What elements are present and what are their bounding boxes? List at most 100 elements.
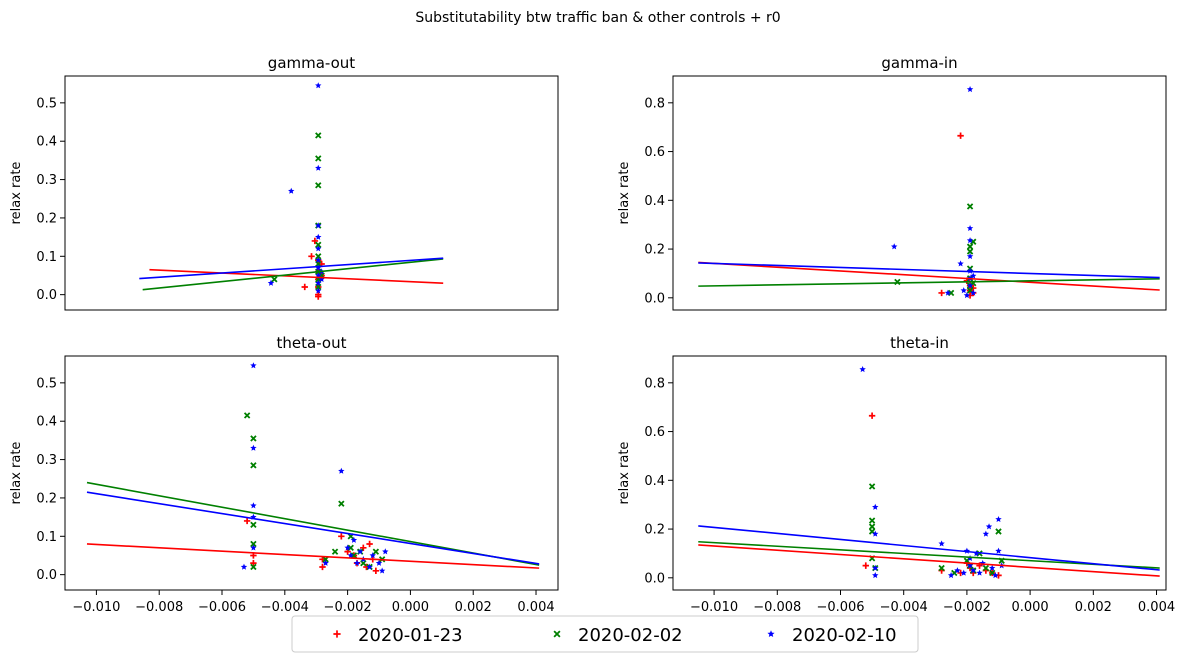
x-tick-label: 0.000 [1011,600,1048,615]
legend-frame [291,615,919,653]
plot-area [673,76,1166,310]
y-tick-label: 0.6 [644,145,665,160]
data-point [315,222,322,229]
legend-label: 2020-02-10 [792,625,897,646]
data-point [985,523,993,530]
data-point [308,253,315,260]
data-point [966,243,974,250]
legend-marker-star-icon [767,630,775,638]
y-tick-label: 0.1 [36,250,57,265]
legend-label: 2020-02-02 [578,625,683,646]
y-tick-label: 0.0 [36,288,57,303]
y-tick-label: 0.6 [644,425,665,440]
data-point [338,533,345,540]
x-tick-label: 0.004 [1138,600,1175,615]
data-point [970,272,977,279]
data-point [250,563,257,571]
fit-line-2020-02-10 [86,491,540,565]
data-point [338,500,345,507]
legend-marker [767,630,775,638]
axes-frame [672,355,1167,591]
data-point [938,540,945,547]
data-point [872,572,879,579]
y-tick-label: 0.4 [36,415,57,430]
series-2020-02-10 [240,362,389,574]
data-point [938,564,945,572]
fit-line-2020-02-10 [698,262,1160,279]
legend-entry-2020-01-23: 2020-01-23 [333,625,463,646]
data-point [982,564,990,572]
data-point [995,515,1002,523]
data-point [250,435,257,442]
y-axis-label: relax rate [9,162,24,225]
fit-line-2020-01-23 [86,543,540,569]
data-point [243,517,251,525]
figure-title: Substitutability btw traffic ban & other… [415,10,780,26]
data-point [963,292,971,299]
data-point [966,562,974,569]
data-point [315,279,322,286]
x-tick-label: −0.002 [324,600,372,615]
axes-frame [64,75,559,311]
data-point [315,132,322,139]
y-tick-label: 0.4 [644,194,665,209]
y-tick-label: 0.2 [644,243,665,258]
data-point [243,412,251,419]
data-point [957,260,964,267]
data-point [301,283,308,291]
legend-marker [333,630,341,638]
fit-line-2020-02-10 [139,257,444,280]
fit-line-2020-02-02 [698,540,1160,569]
data-point [315,256,322,263]
x-tick-label: −0.004 [880,600,928,615]
data-point [988,564,996,571]
data-point [966,282,974,289]
x-tick-label: −0.008 [135,600,183,615]
data-point [344,548,351,555]
axes-frame [672,75,1167,311]
data-point [976,569,983,576]
data-point [960,287,967,294]
x-tick-label: 0.002 [1075,600,1112,615]
data-point [315,241,322,248]
data-point [862,562,869,569]
y-tick-label: 0.2 [644,523,665,538]
data-point [315,233,322,240]
data-point [315,182,322,189]
data-point [995,547,1002,554]
data-point [375,559,383,566]
fit-line-2020-01-23 [149,268,444,284]
legend-marker-plus-icon [333,630,341,638]
data-point [319,563,326,571]
data-point [872,503,879,510]
data-point [970,567,977,574]
data-point [347,552,354,559]
data-point [250,502,257,509]
data-point [891,243,898,250]
y-tick-label: 0.4 [644,474,665,489]
data-point [315,293,322,300]
data-point [318,275,325,283]
data-point [250,544,257,551]
axes-frame [64,355,559,591]
data-point [947,572,955,579]
data-point [315,264,322,271]
data-point [360,544,367,552]
data-point [322,559,329,566]
data-point [378,567,386,574]
fit-line-2020-01-23 [698,261,1160,291]
data-point [311,237,319,245]
data-point [331,548,339,555]
data-point [250,444,257,451]
data-point [353,559,361,566]
data-point [966,237,974,244]
x-tick-label: 0.002 [455,600,492,615]
y-axis-label: relax rate [9,442,24,505]
data-point [315,253,322,260]
x-tick-label: 0.004 [517,600,554,615]
data-point [372,548,380,555]
legend-entry-2020-02-10: 2020-02-10 [767,625,897,646]
data-point [315,164,322,171]
data-point [338,467,345,474]
